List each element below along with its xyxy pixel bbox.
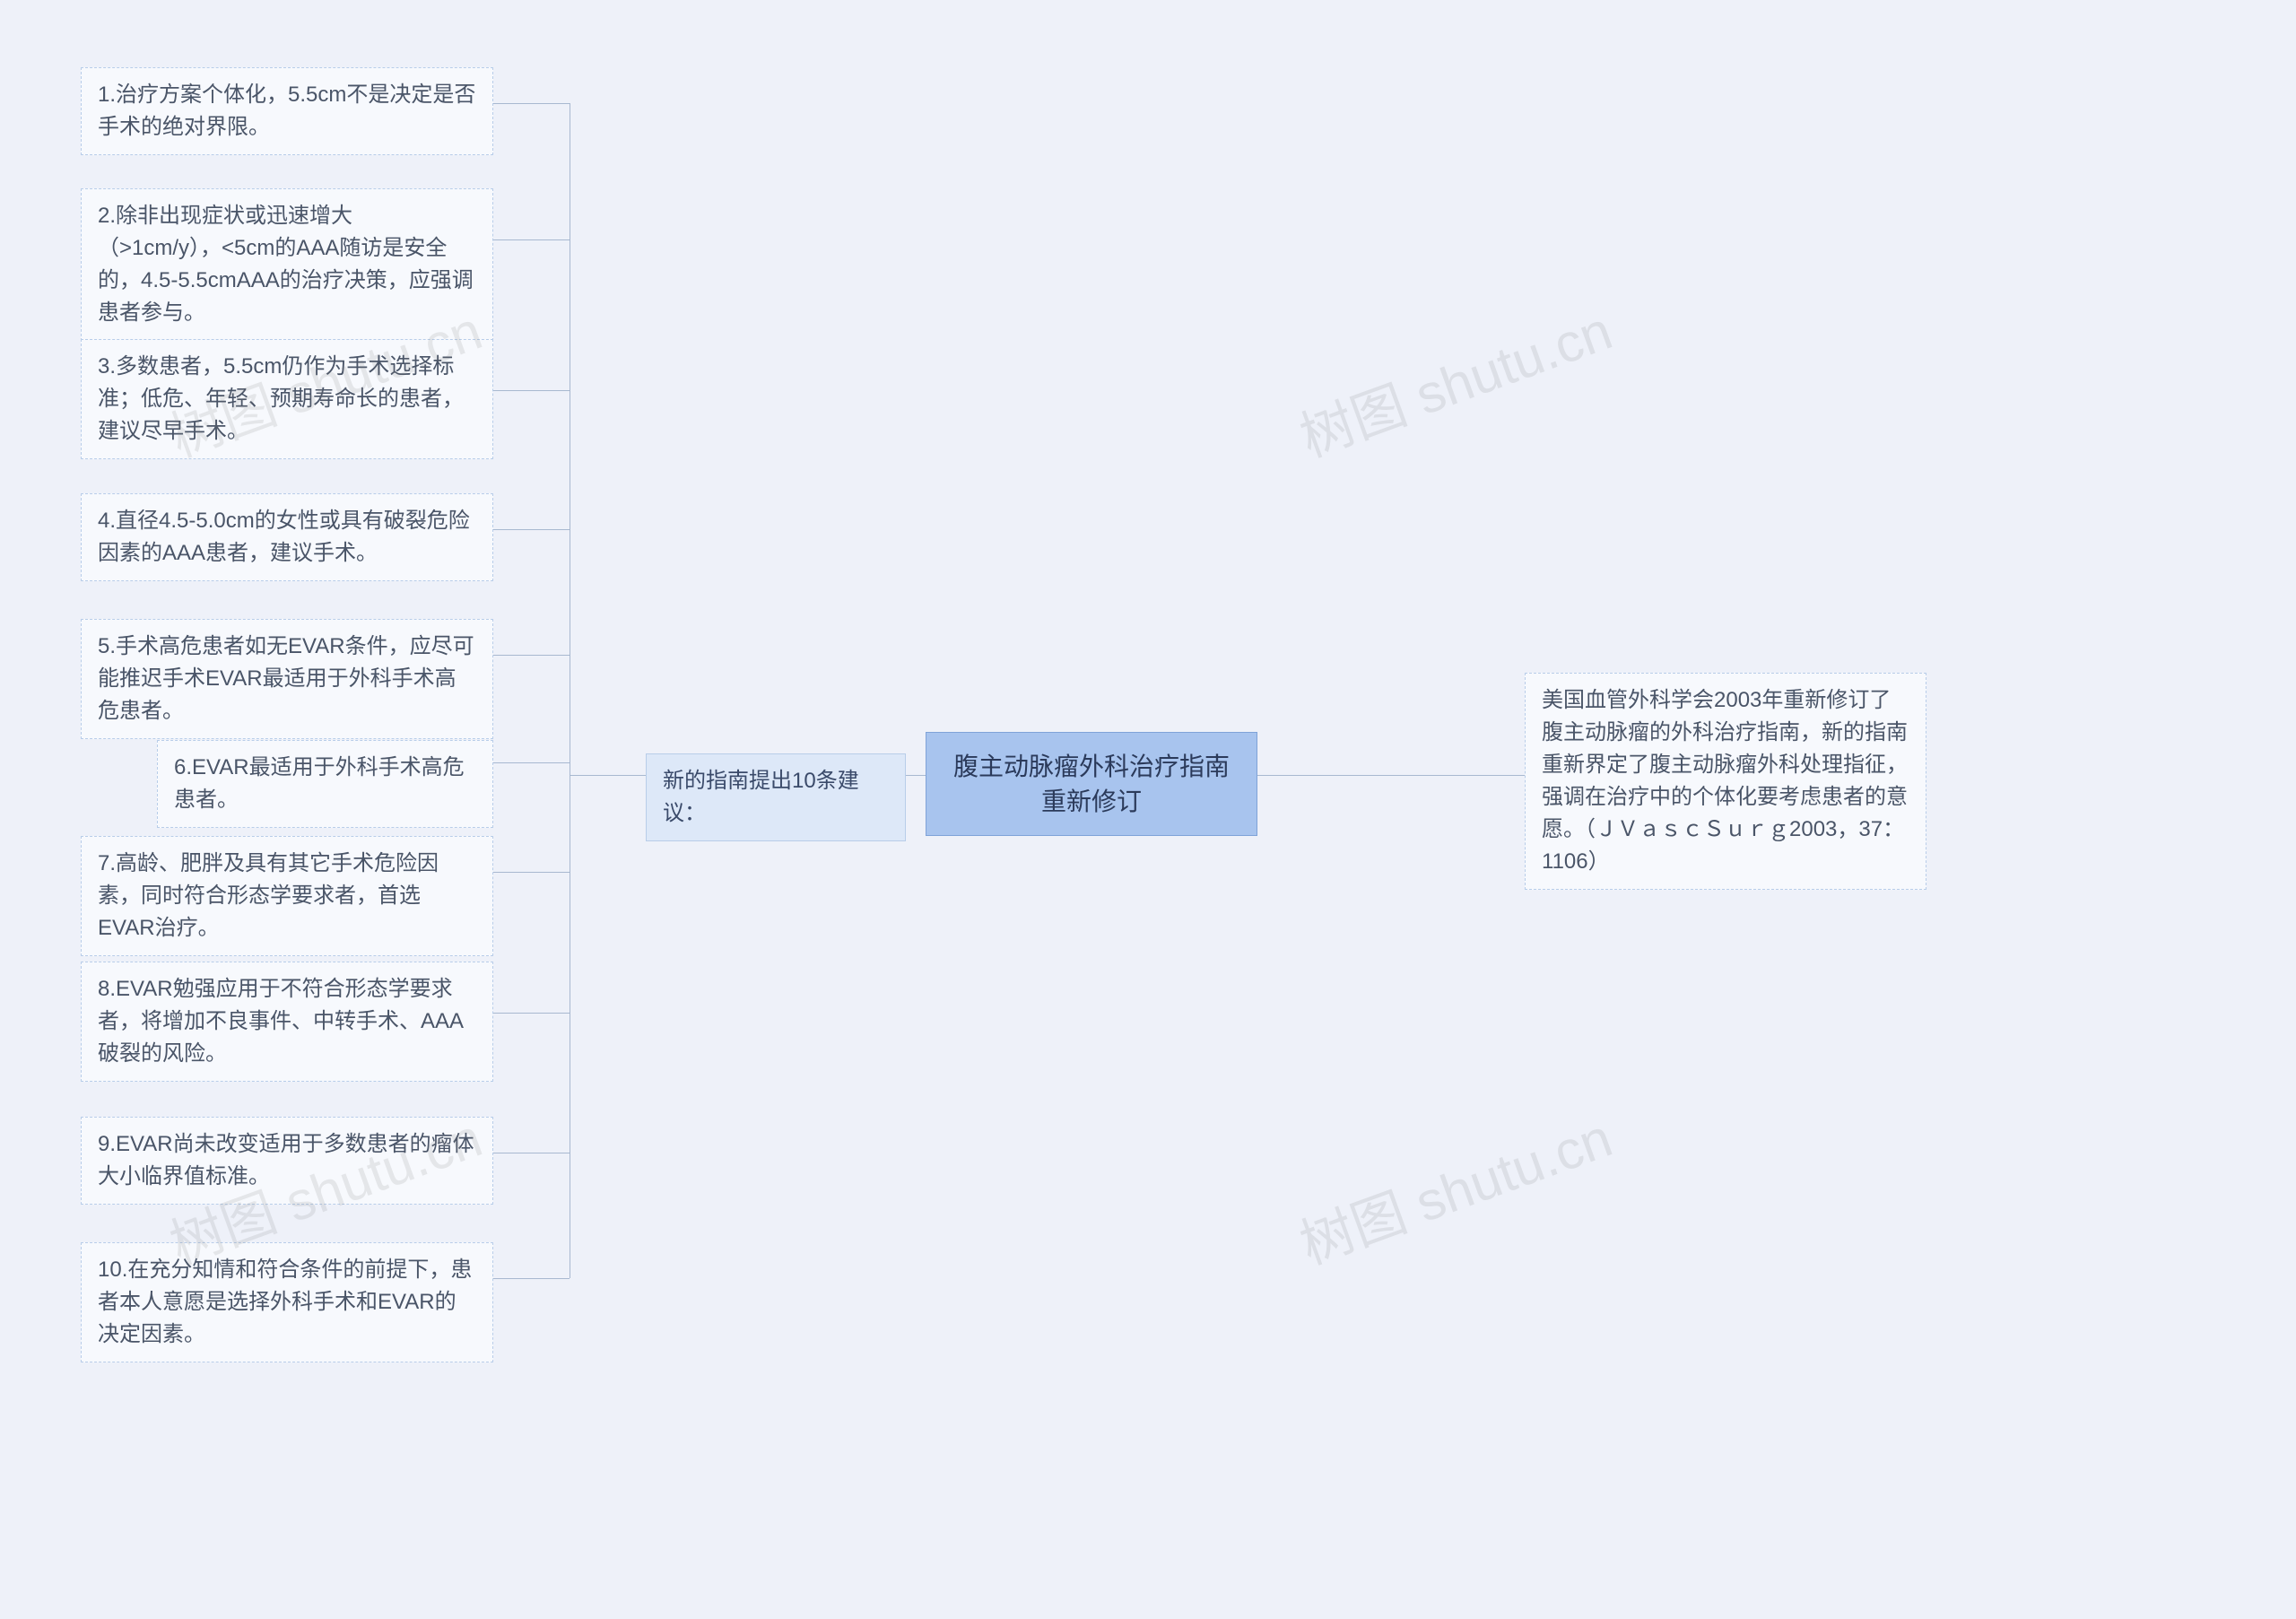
left-branch-node[interactable]: 新的指南提出10条建议： bbox=[646, 753, 906, 841]
leaf-text-3: 3.多数患者，5.5cm仍作为手术选择标准；低危、年轻、预期寿命长的患者，建议尽… bbox=[98, 354, 464, 443]
root-line1: 腹主动脉瘤外科治疗指南 bbox=[953, 753, 1230, 780]
watermark-2: 树图 shutu.cn bbox=[1288, 287, 1621, 472]
leaf-node-3[interactable]: 3.多数患者，5.5cm仍作为手术选择标准；低危、年轻、预期寿命长的患者，建议尽… bbox=[81, 339, 493, 459]
leaf-text-10: 10.在充分知情和符合条件的前提下，患者本人意愿是选择外科手术和EVAR的决定因… bbox=[98, 1258, 472, 1346]
right-leaf-text: 美国血管外科学会2003年重新修订了腹主动脉瘤的外科治疗指南，新的指南重新界定了… bbox=[1542, 688, 1908, 874]
leaf-node-6[interactable]: 6.EVAR最适用于外科手术高危患者。 bbox=[157, 740, 493, 828]
leaf-node-10[interactable]: 10.在充分知情和符合条件的前提下，患者本人意愿是选择外科手术和EVAR的决定因… bbox=[81, 1242, 493, 1362]
leaf-node-2[interactable]: 2.除非出现症状或迅速增大（>1cm/y），<5cm的AAA随访是安全的，4.5… bbox=[81, 188, 493, 341]
leaf-text-9: 9.EVAR尚未改变适用于多数患者的瘤体大小临界值标准。 bbox=[98, 1132, 474, 1188]
leaf-node-7[interactable]: 7.高龄、肥胖及具有其它手术危险因素，同时符合形态学要求者，首选EVAR治疗。 bbox=[81, 836, 493, 956]
left-branch-label: 新的指南提出10条建议： bbox=[663, 769, 859, 825]
leaf-node-4[interactable]: 4.直径4.5-5.0cm的女性或具有破裂危险因素的AAA患者，建议手术。 bbox=[81, 493, 493, 581]
leaf-text-4: 4.直径4.5-5.0cm的女性或具有破裂危险因素的AAA患者，建议手术。 bbox=[98, 509, 470, 565]
watermark-4: 树图 shutu.cn bbox=[1288, 1094, 1621, 1279]
leaf-node-1[interactable]: 1.治疗方案个体化，5.5cm不是决定是否手术的绝对界限。 bbox=[81, 67, 493, 155]
leaf-text-7: 7.高龄、肥胖及具有其它手术危险因素，同时符合形态学要求者，首选EVAR治疗。 bbox=[98, 851, 439, 940]
root-line2: 重新修订 bbox=[1041, 788, 1142, 815]
right-leaf-node[interactable]: 美国血管外科学会2003年重新修订了腹主动脉瘤的外科治疗指南，新的指南重新界定了… bbox=[1525, 673, 1926, 890]
leaf-text-1: 1.治疗方案个体化，5.5cm不是决定是否手术的绝对界限。 bbox=[98, 83, 475, 139]
leaf-node-8[interactable]: 8.EVAR勉强应用于不符合形态学要求者，将增加不良事件、中转手术、AAA破裂的… bbox=[81, 962, 493, 1082]
leaf-node-9[interactable]: 9.EVAR尚未改变适用于多数患者的瘤体大小临界值标准。 bbox=[81, 1117, 493, 1205]
leaf-text-8: 8.EVAR勉强应用于不符合形态学要求者，将增加不良事件、中转手术、AAA破裂的… bbox=[98, 977, 464, 1066]
leaf-text-2: 2.除非出现症状或迅速增大（>1cm/y），<5cm的AAA随访是安全的，4.5… bbox=[98, 204, 474, 325]
leaf-text-5: 5.手术高危患者如无EVAR条件，应尽可能推迟手术EVAR最适用于外科手术高危患… bbox=[98, 634, 474, 723]
leaf-text-6: 6.EVAR最适用于外科手术高危患者。 bbox=[174, 755, 465, 812]
leaf-node-5[interactable]: 5.手术高危患者如无EVAR条件，应尽可能推迟手术EVAR最适用于外科手术高危患… bbox=[81, 619, 493, 739]
root-node[interactable]: 腹主动脉瘤外科治疗指南 重新修订 bbox=[926, 732, 1257, 836]
